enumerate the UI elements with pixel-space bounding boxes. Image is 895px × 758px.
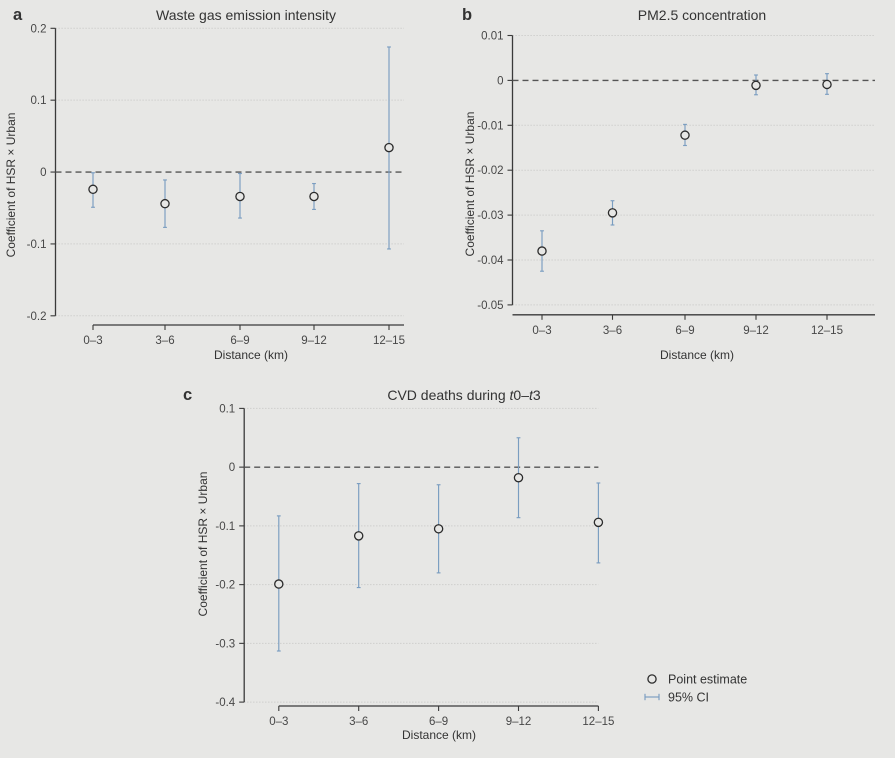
svg-text:Coefficient of HSR × Urban: Coefficient of HSR × Urban [196,472,210,617]
svg-text:9–12: 9–12 [301,335,327,347]
svg-text:Distance (km): Distance (km) [660,348,734,362]
svg-text:Distance (km): Distance (km) [214,348,288,362]
svg-text:95% CI: 95% CI [668,691,709,705]
svg-text:-0.1: -0.1 [215,521,235,533]
svg-text:9–12: 9–12 [506,716,532,728]
svg-text:0: 0 [497,75,503,87]
svg-text:0–3: 0–3 [532,325,551,337]
svg-text:0: 0 [229,462,235,474]
svg-text:c: c [183,386,192,404]
svg-text:Coefficient of HSR × Urban: Coefficient of HSR × Urban [463,112,477,257]
svg-text:b: b [462,6,472,24]
svg-text:0.1: 0.1 [219,403,235,415]
svg-text:12–15: 12–15 [582,716,614,728]
svg-text:3–6: 3–6 [603,325,622,337]
svg-text:0–3: 0–3 [83,335,102,347]
svg-text:CVD deaths during t0–t3: CVD deaths during t0–t3 [387,387,541,403]
svg-text:0.2: 0.2 [31,23,47,35]
svg-text:-0.3: -0.3 [215,638,235,650]
svg-text:Distance (km): Distance (km) [402,728,476,742]
svg-text:-0.03: -0.03 [477,210,503,222]
svg-text:-0.4: -0.4 [215,697,235,709]
svg-text:-0.1: -0.1 [27,239,47,251]
svg-text:Point estimate: Point estimate [668,673,747,687]
svg-text:6–9: 6–9 [230,335,249,347]
svg-text:0–3: 0–3 [269,716,288,728]
svg-text:3–6: 3–6 [155,335,174,347]
svg-text:6–9: 6–9 [675,325,694,337]
svg-text:12–15: 12–15 [373,335,405,347]
svg-text:-0.05: -0.05 [477,300,503,312]
svg-text:-0.2: -0.2 [27,311,47,323]
svg-text:PM2.5 concentration: PM2.5 concentration [638,7,766,23]
svg-text:0: 0 [40,167,46,179]
svg-text:-0.2: -0.2 [215,580,235,592]
svg-text:6–9: 6–9 [429,716,448,728]
svg-text:3–6: 3–6 [349,716,368,728]
svg-text:-0.02: -0.02 [477,165,503,177]
svg-text:9–12: 9–12 [743,325,769,337]
svg-text:12–15: 12–15 [811,325,843,337]
svg-text:0.1: 0.1 [31,95,47,107]
svg-text:a: a [13,6,23,24]
svg-text:Coefficient of HSR × Urban: Coefficient of HSR × Urban [4,113,18,258]
svg-text:0.01: 0.01 [481,31,503,43]
svg-text:-0.01: -0.01 [477,120,503,132]
svg-text:Waste gas emission intensity: Waste gas emission intensity [156,7,336,23]
svg-text:-0.04: -0.04 [477,255,504,267]
